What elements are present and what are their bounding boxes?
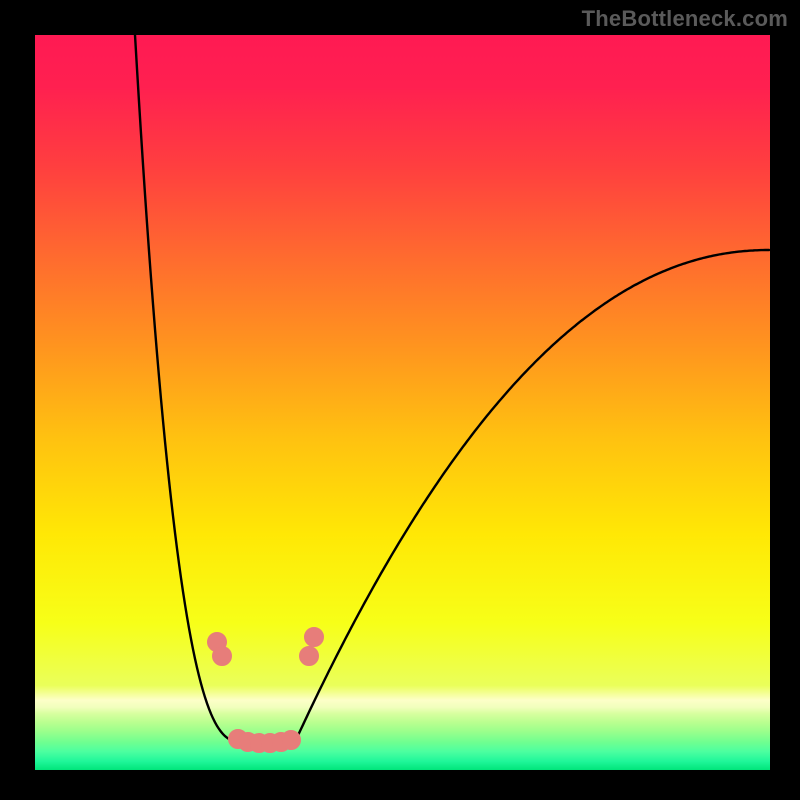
gradient-background	[35, 35, 770, 770]
data-marker	[282, 731, 301, 750]
bottleneck-curve-chart	[35, 35, 770, 770]
watermark-text: TheBottleneck.com	[582, 6, 788, 32]
plot-area	[35, 35, 770, 770]
data-marker	[213, 647, 232, 666]
chart-container: TheBottleneck.com	[0, 0, 800, 800]
data-marker	[305, 628, 324, 647]
data-marker	[300, 647, 319, 666]
